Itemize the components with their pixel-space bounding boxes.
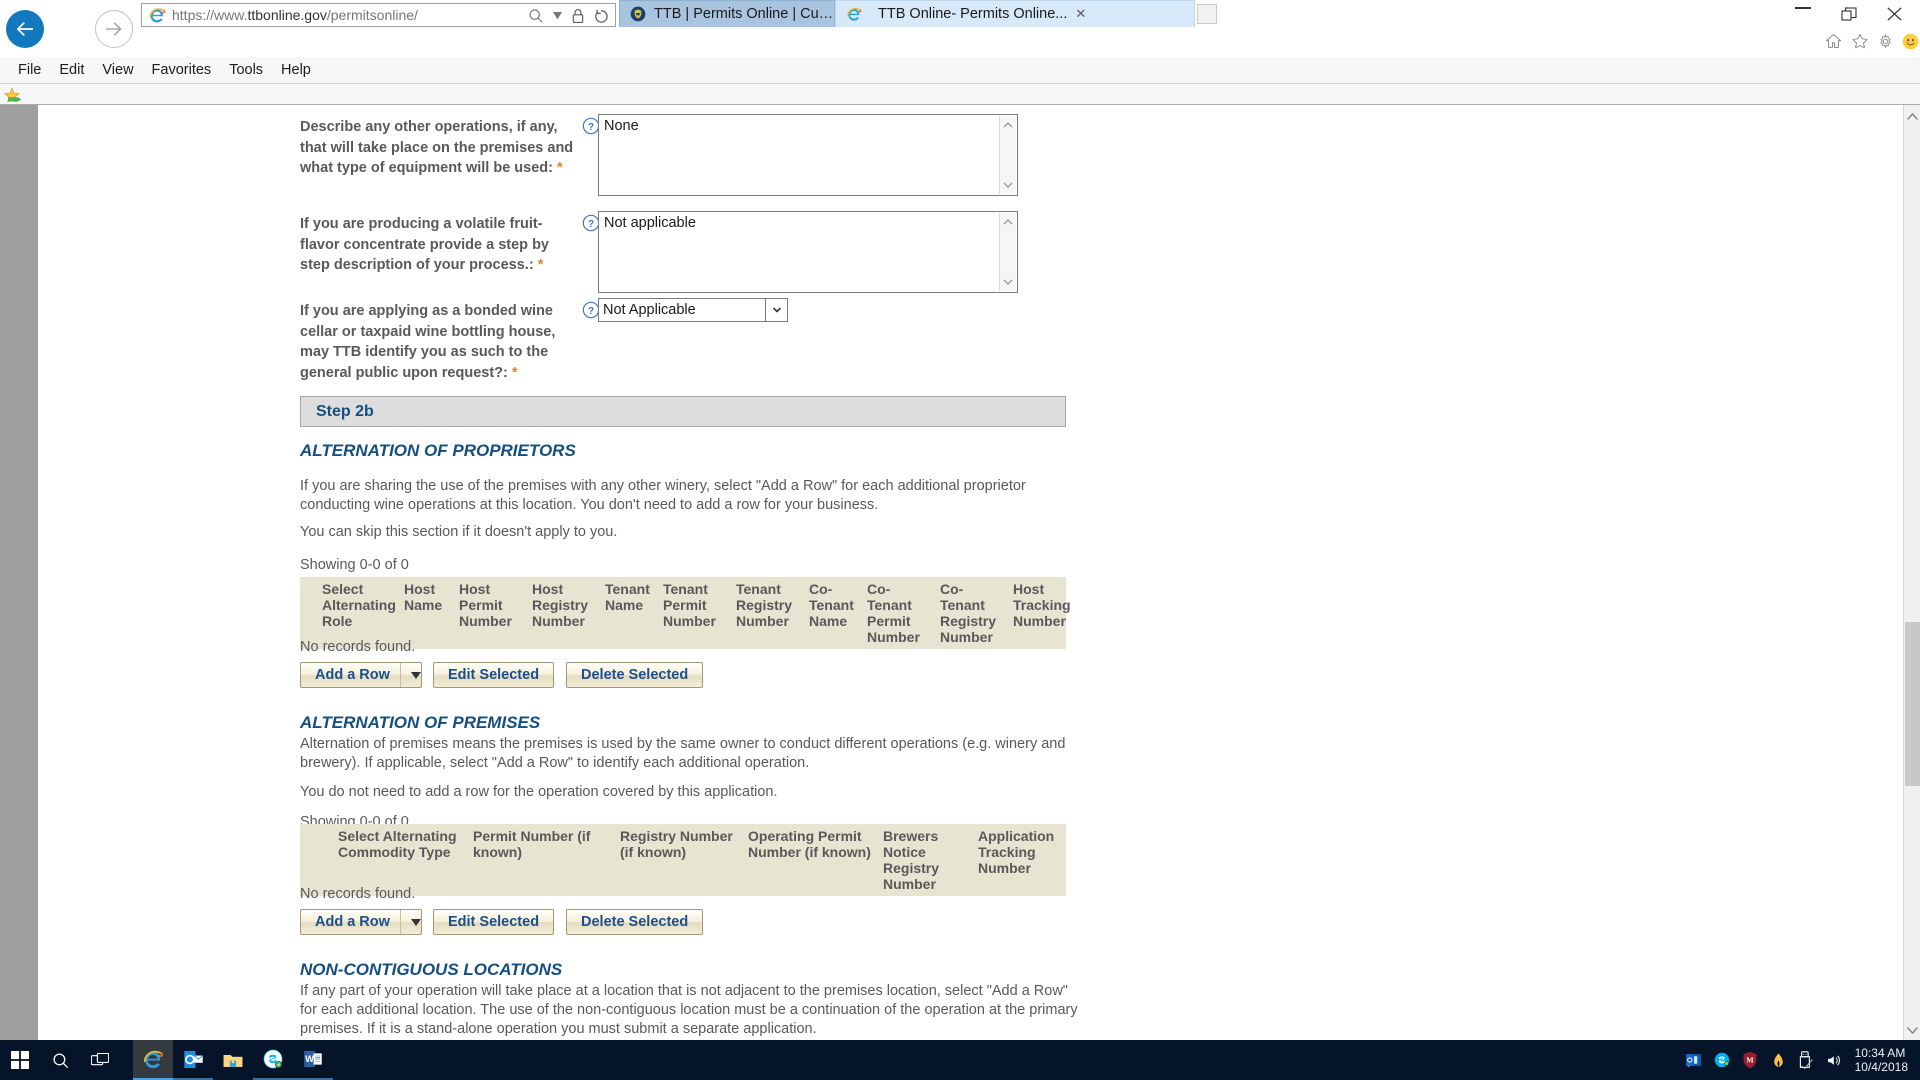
svg-text:?: ? bbox=[588, 306, 594, 317]
svg-text:M: M bbox=[1746, 1056, 1754, 1065]
svg-text:W: W bbox=[305, 1054, 314, 1064]
svg-text:?: ? bbox=[588, 122, 594, 133]
svg-text:?: ? bbox=[588, 219, 594, 230]
